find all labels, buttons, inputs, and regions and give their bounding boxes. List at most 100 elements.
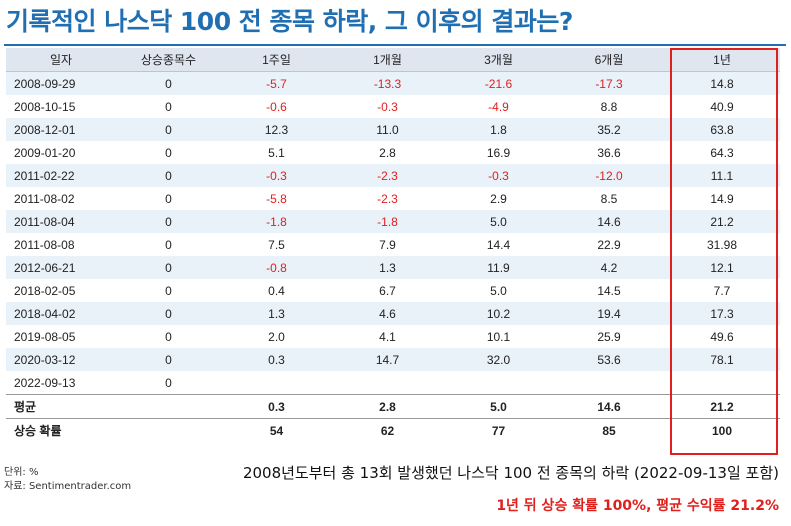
return-cell-m6: 19.4 xyxy=(554,302,664,325)
table-row: 2008-09-29 0 -5.7 -13.3 -21.6 -17.3 14.8 xyxy=(6,71,780,95)
return-cell-m1 xyxy=(332,371,443,395)
advancers-cell: 0 xyxy=(116,164,221,187)
summary-cell-w1: 0.3 xyxy=(221,394,332,419)
return-cell-w1: 5.1 xyxy=(221,141,332,164)
return-cell-m3: 5.0 xyxy=(443,210,554,233)
empty-cell xyxy=(116,418,221,442)
return-cell-m6: -17.3 xyxy=(554,71,664,95)
return-cell-m1: -1.8 xyxy=(332,210,443,233)
return-cell-m6: 14.6 xyxy=(554,210,664,233)
advancers-cell: 0 xyxy=(116,348,221,371)
source-note: 자료: Sentimentrader.com xyxy=(4,481,132,492)
date-cell: 2019-08-05 xyxy=(6,325,116,348)
advancers-cell: 0 xyxy=(116,118,221,141)
return-cell-m3: 10.2 xyxy=(443,302,554,325)
summary-cell-y1: 21.2 xyxy=(664,394,780,419)
return-cell-m3: 14.4 xyxy=(443,233,554,256)
table-row: 2011-08-08 0 7.5 7.9 14.4 22.9 31.98 xyxy=(6,233,780,256)
table-row: 2018-04-02 0 1.3 4.6 10.2 19.4 17.3 xyxy=(6,302,780,325)
page-title: 기록적인 나스닥 100 전 종목 하락, 그 이후의 결과는? xyxy=(6,7,573,36)
return-cell-w1: 12.3 xyxy=(221,118,332,141)
summary-cell-y1: 100 xyxy=(664,418,780,442)
table-row: 2008-10-15 0 -0.6 -0.3 -4.9 8.8 40.9 xyxy=(6,95,780,118)
table-row: 2012-06-21 0 -0.8 1.3 11.9 4.2 12.1 xyxy=(6,256,780,279)
summary-row: 평균 0.3 2.8 5.0 14.6 21.2 xyxy=(6,394,780,419)
advancers-cell: 0 xyxy=(116,95,221,118)
return-cell-m1: 7.9 xyxy=(332,233,443,256)
summary-cell-m3: 77 xyxy=(443,418,554,442)
title-underline xyxy=(4,44,786,46)
summary-cell-m3: 5.0 xyxy=(443,394,554,419)
return-cell-m1: 14.7 xyxy=(332,348,443,371)
date-cell: 2008-09-29 xyxy=(6,71,116,95)
return-cell-y1: 49.6 xyxy=(664,325,780,348)
return-cell-m1: -2.3 xyxy=(332,164,443,187)
column-header: 6개월 xyxy=(554,48,664,72)
return-cell-w1: -0.6 xyxy=(221,95,332,118)
advancers-cell: 0 xyxy=(116,71,221,95)
table-row: 2020-03-12 0 0.3 14.7 32.0 53.6 78.1 xyxy=(6,348,780,371)
advancers-cell: 0 xyxy=(116,371,221,395)
table-row: 2011-08-02 0 -5.8 -2.3 2.9 8.5 14.9 xyxy=(6,187,780,210)
return-cell-m3: 16.9 xyxy=(443,141,554,164)
column-header: 1년 xyxy=(664,48,780,72)
return-cell-y1: 12.1 xyxy=(664,256,780,279)
advancers-cell: 0 xyxy=(116,210,221,233)
column-header: 1개월 xyxy=(332,48,443,72)
return-cell-m1: 11.0 xyxy=(332,118,443,141)
return-cell-m3: 1.8 xyxy=(443,118,554,141)
table-row: 2018-02-05 0 0.4 6.7 5.0 14.5 7.7 xyxy=(6,279,780,302)
return-cell-m3: -0.3 xyxy=(443,164,554,187)
return-cell-y1: 63.8 xyxy=(664,118,780,141)
return-cell-m6: 14.5 xyxy=(554,279,664,302)
summary-cell-w1: 54 xyxy=(221,418,332,442)
return-cell-m6: 8.8 xyxy=(554,95,664,118)
summary-cell-m1: 2.8 xyxy=(332,394,443,419)
advancers-cell: 0 xyxy=(116,233,221,256)
summary-cell-m6: 85 xyxy=(554,418,664,442)
return-cell-w1: -5.8 xyxy=(221,187,332,210)
return-cell-m1: -0.3 xyxy=(332,95,443,118)
return-cell-m3 xyxy=(443,371,554,395)
empty-cell xyxy=(116,394,221,419)
summary-text: 2008년도부터 총 13회 발생했던 나스닥 100 전 종목의 하락 (20… xyxy=(242,464,779,482)
return-cell-w1: -1.8 xyxy=(221,210,332,233)
date-cell: 2012-06-21 xyxy=(6,256,116,279)
return-cell-w1: -5.7 xyxy=(221,71,332,95)
advancers-cell: 0 xyxy=(116,279,221,302)
date-cell: 2011-08-02 xyxy=(6,187,116,210)
return-cell-m3: -4.9 xyxy=(443,95,554,118)
return-cell-y1: 11.1 xyxy=(664,164,780,187)
return-cell-m1: 6.7 xyxy=(332,279,443,302)
summary-cell-m1: 62 xyxy=(332,418,443,442)
return-cell-m3: 32.0 xyxy=(443,348,554,371)
table-body: 2008-09-29 0 -5.7 -13.3 -21.6 -17.3 14.8 2008-1… xyxy=(6,71,780,395)
return-cell-y1: 31.98 xyxy=(664,233,780,256)
date-cell: 2020-03-12 xyxy=(6,348,116,371)
return-cell-y1: 78.1 xyxy=(664,348,780,371)
date-cell: 2018-02-05 xyxy=(6,279,116,302)
summary-label: 상승 확률 xyxy=(6,418,116,442)
return-cell-m6: 35.2 xyxy=(554,118,664,141)
return-cell-y1 xyxy=(664,371,780,395)
date-cell: 2022-09-13 xyxy=(6,371,116,395)
return-cell-m6: 53.6 xyxy=(554,348,664,371)
header-row: 일자 상승종목수 1주일 1개월 3개월 6개월 1년 xyxy=(6,48,780,72)
advancers-cell: 0 xyxy=(116,325,221,348)
summary-cell-m6: 14.6 xyxy=(554,394,664,419)
return-cell-y1: 14.9 xyxy=(664,187,780,210)
date-cell: 2018-04-02 xyxy=(6,302,116,325)
unit-note: 단위: % xyxy=(4,467,39,478)
return-cell-m1: 4.6 xyxy=(332,302,443,325)
return-cell-y1: 64.3 xyxy=(664,141,780,164)
return-cell-m1: 2.8 xyxy=(332,141,443,164)
table-row: 2011-08-04 0 -1.8 -1.8 5.0 14.6 21.2 xyxy=(6,210,780,233)
return-cell-m3: -21.6 xyxy=(443,71,554,95)
return-cell-m1: -2.3 xyxy=(332,187,443,210)
advancers-cell: 0 xyxy=(116,256,221,279)
results-table: 일자 상승종목수 1주일 1개월 3개월 6개월 1년 2008-09-29 0-… xyxy=(6,48,780,442)
return-cell-m6: 8.5 xyxy=(554,187,664,210)
return-cell-m3: 2.9 xyxy=(443,187,554,210)
return-cell-m6: 22.9 xyxy=(554,233,664,256)
table-row: 2011-02-22 0 -0.3 -2.3 -0.3 -12.0 11.1 xyxy=(6,164,780,187)
